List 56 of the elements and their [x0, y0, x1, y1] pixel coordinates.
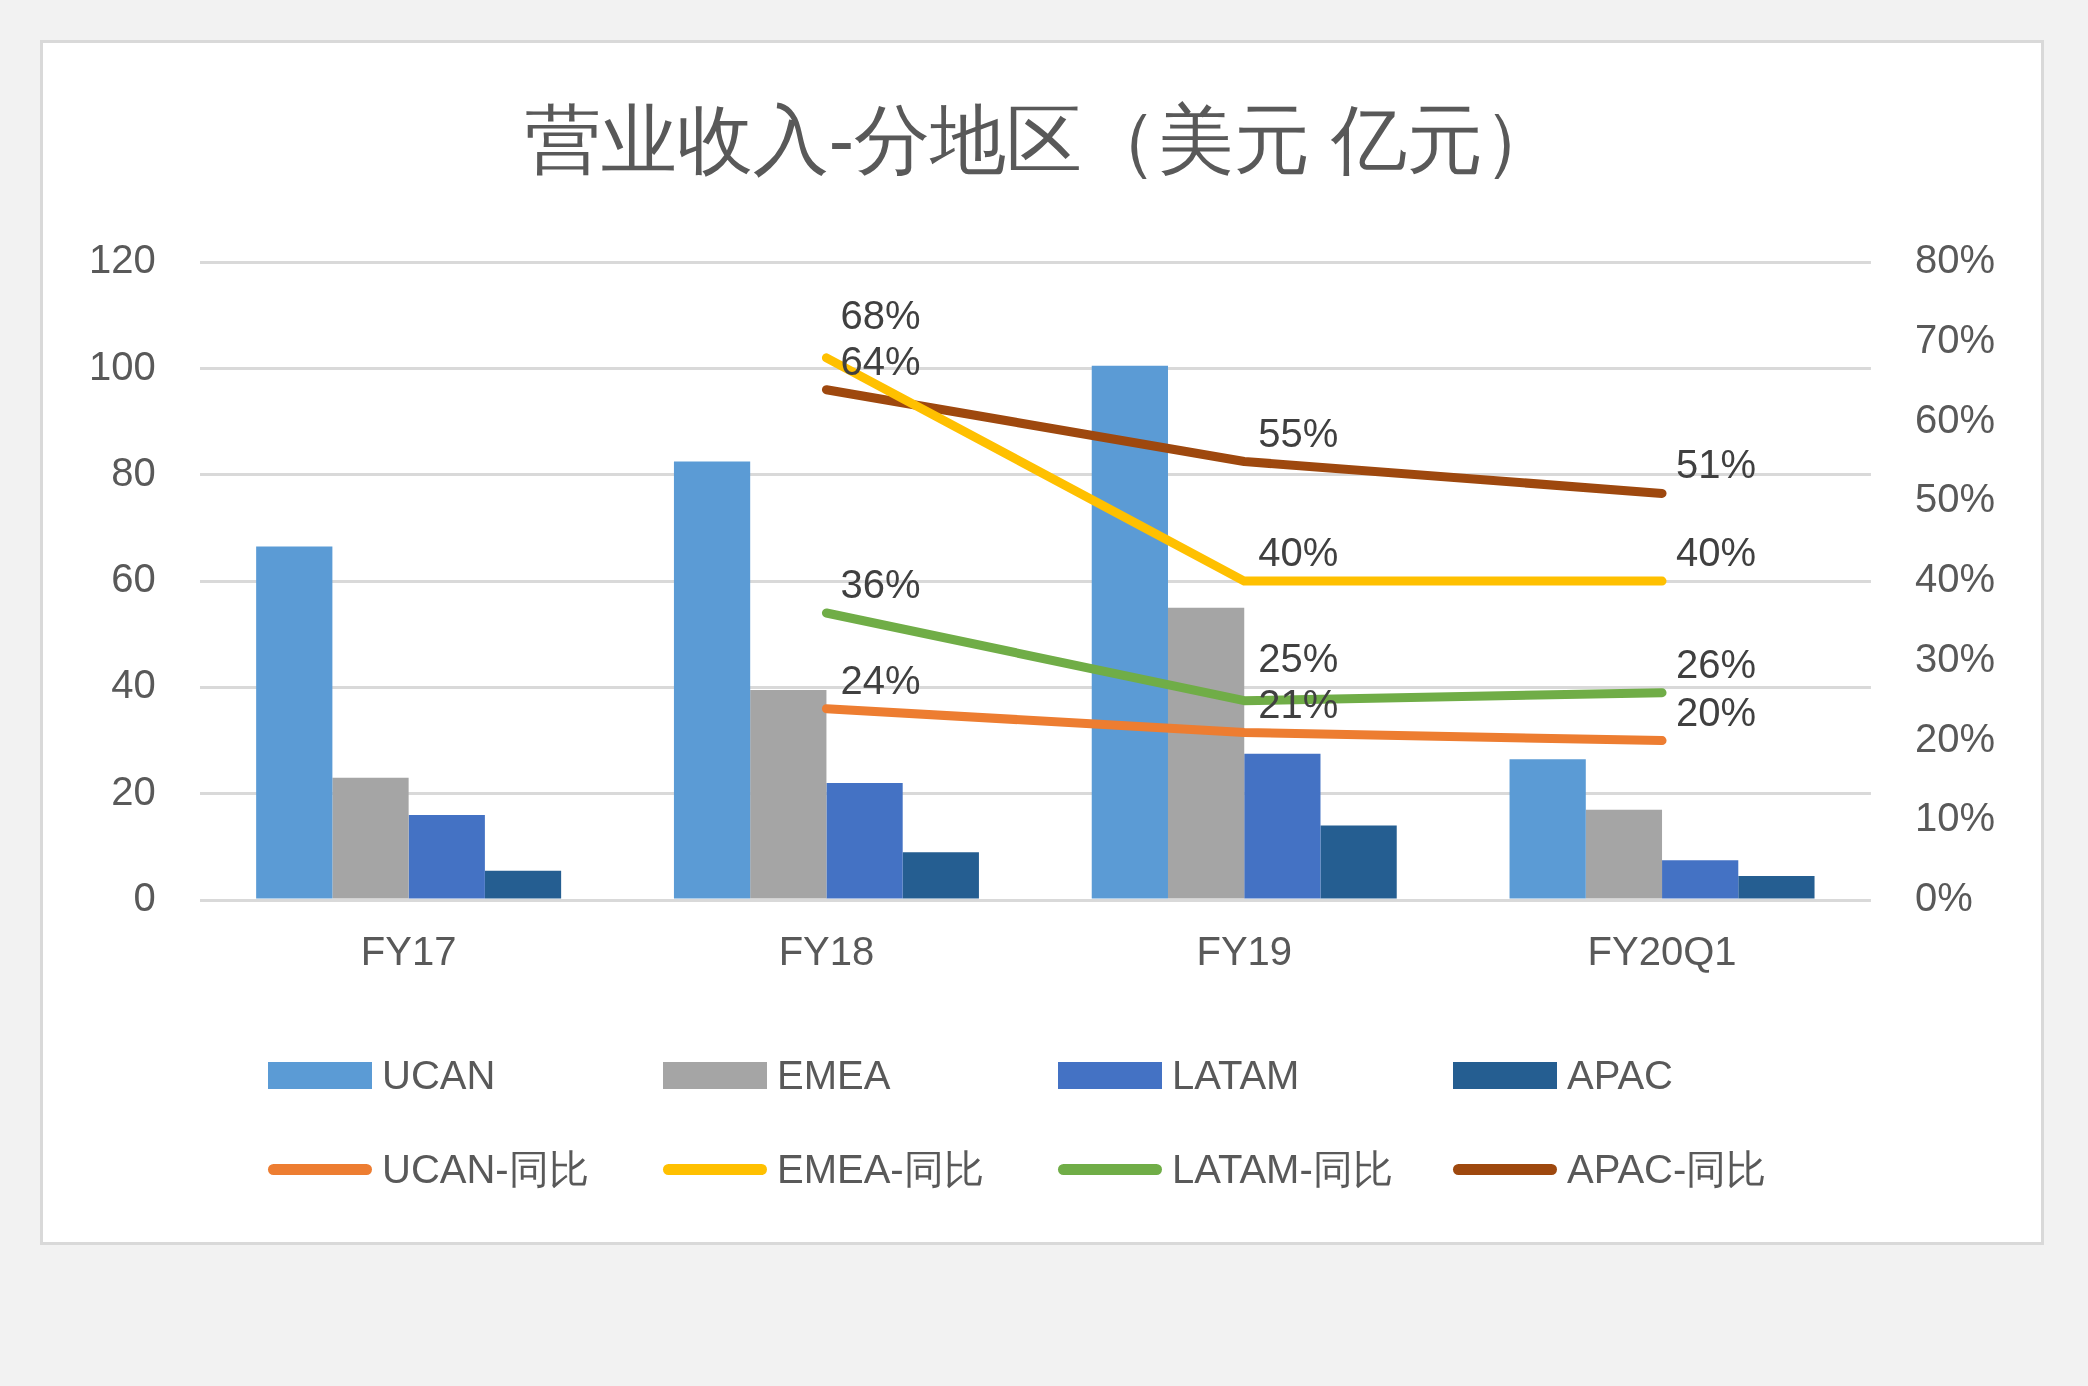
y-tick-label: 0 — [133, 875, 156, 920]
y-tick-label: 120 — [88, 237, 156, 282]
legend-label: LATAM — [1172, 1052, 1300, 1098]
x-tick-label: FY17 — [360, 929, 457, 974]
y2-tick-label: 0% — [1914, 875, 1973, 920]
bar — [484, 870, 562, 899]
data-label: 55% — [1258, 410, 1339, 455]
y2-tick-label: 80% — [1914, 237, 1995, 282]
y2-tick-label: 20% — [1914, 715, 1995, 760]
data-label: 26% — [1676, 641, 1757, 686]
legend-label: APAC-同比 — [1567, 1145, 1767, 1193]
legend-label: APAC — [1567, 1052, 1673, 1098]
data-label: 40% — [1676, 530, 1757, 575]
y2-tick-label: 40% — [1914, 556, 1995, 601]
bar — [332, 777, 409, 899]
data-label: 40% — [1258, 530, 1339, 575]
y2-tick-label: 60% — [1914, 396, 1995, 441]
bar — [1585, 809, 1663, 899]
y2-tick-label: 30% — [1914, 635, 1995, 680]
bar — [1167, 607, 1245, 899]
legend-label: LATAM-同比 — [1172, 1145, 1393, 1193]
y2-tick-label: 50% — [1914, 476, 1995, 521]
data-label: 25% — [1258, 635, 1339, 680]
data-label: 36% — [840, 562, 921, 607]
bar — [1320, 825, 1397, 899]
data-label: 68% — [840, 292, 921, 337]
chart-title: 营业收入-分地区（美元 亿元） — [524, 96, 1560, 182]
bar — [1509, 759, 1586, 899]
data-label: 24% — [840, 657, 921, 702]
bar — [1662, 860, 1739, 899]
y-tick-label: 100 — [88, 343, 156, 388]
y-tick-label: 20 — [111, 768, 156, 813]
y-tick-label: 40 — [111, 662, 156, 707]
data-label: 64% — [840, 338, 921, 383]
x-tick-label: FY19 — [1196, 929, 1293, 974]
legend-label: UCAN — [382, 1052, 496, 1098]
bar — [408, 814, 485, 899]
y-tick-label: 80 — [111, 449, 156, 494]
legend-label: UCAN-同比 — [382, 1145, 589, 1193]
x-tick-label: FY20Q1 — [1587, 929, 1737, 974]
x-tick-label: FY18 — [778, 929, 875, 974]
bar — [1738, 876, 1815, 899]
data-label: 20% — [1676, 689, 1757, 734]
legend-label: EMEA-同比 — [777, 1145, 984, 1193]
bar — [1091, 365, 1168, 899]
legend-label: EMEA — [777, 1052, 891, 1098]
bar — [826, 783, 903, 899]
y2-tick-label: 70% — [1914, 316, 1995, 361]
y2-tick-label: 10% — [1914, 795, 1995, 840]
data-label: 51% — [1676, 442, 1757, 487]
bar — [1244, 753, 1321, 899]
bar — [256, 546, 333, 899]
bar — [750, 690, 827, 899]
bar — [673, 461, 751, 899]
bar — [902, 852, 979, 899]
y-tick-label: 60 — [111, 556, 156, 601]
